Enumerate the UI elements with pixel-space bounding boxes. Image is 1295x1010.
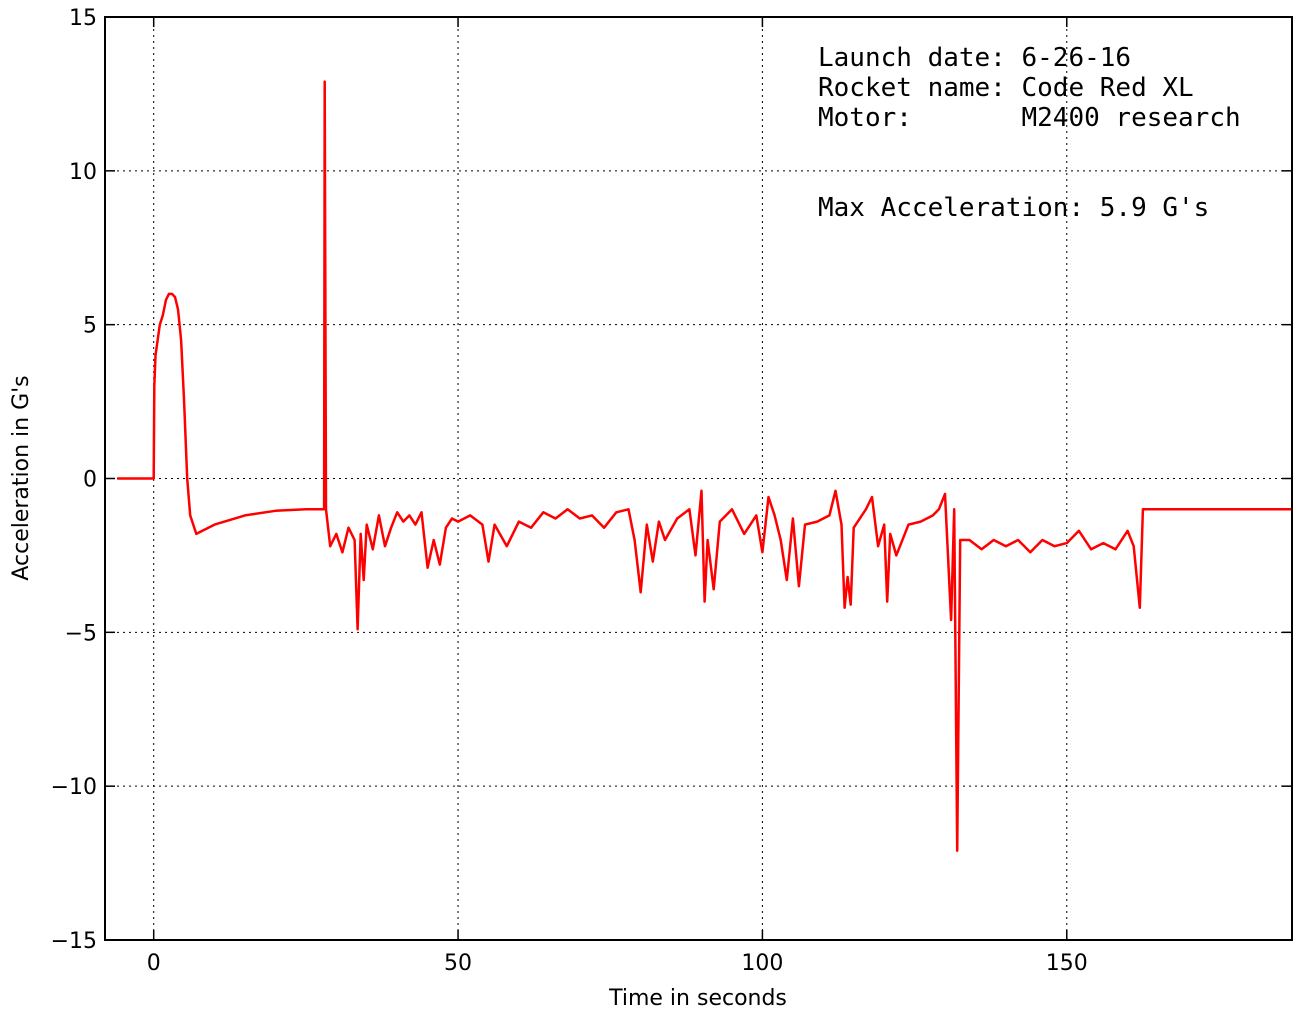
y-tick-label: 15 <box>69 6 97 31</box>
y-axis-label: Acceleration in G's <box>9 375 34 580</box>
y-tick-label: −15 <box>51 929 97 954</box>
x-tick-label: 150 <box>1046 951 1088 976</box>
x-tick-label: 100 <box>741 951 783 976</box>
annotation: Launch date: 6-26-16 <box>818 43 1131 73</box>
y-tick-label: 5 <box>83 314 97 339</box>
annotation: Rocket name: Code Red XL <box>818 73 1194 103</box>
x-tick-label: 50 <box>444 951 472 976</box>
annotation: Motor: M2400 research <box>818 103 1241 133</box>
x-axis-label: Time in seconds <box>608 986 787 1010</box>
y-tick-label: −5 <box>65 621 97 646</box>
data-line <box>117 80 1292 853</box>
x-tick-label: 0 <box>147 951 161 976</box>
y-tick-label: −10 <box>51 775 97 800</box>
plot-frame <box>104 16 1293 941</box>
annotation: Max Acceleration: 5.9 G's <box>818 193 1209 223</box>
y-tick-label: 10 <box>69 160 97 185</box>
y-tick-label: 0 <box>83 468 97 493</box>
